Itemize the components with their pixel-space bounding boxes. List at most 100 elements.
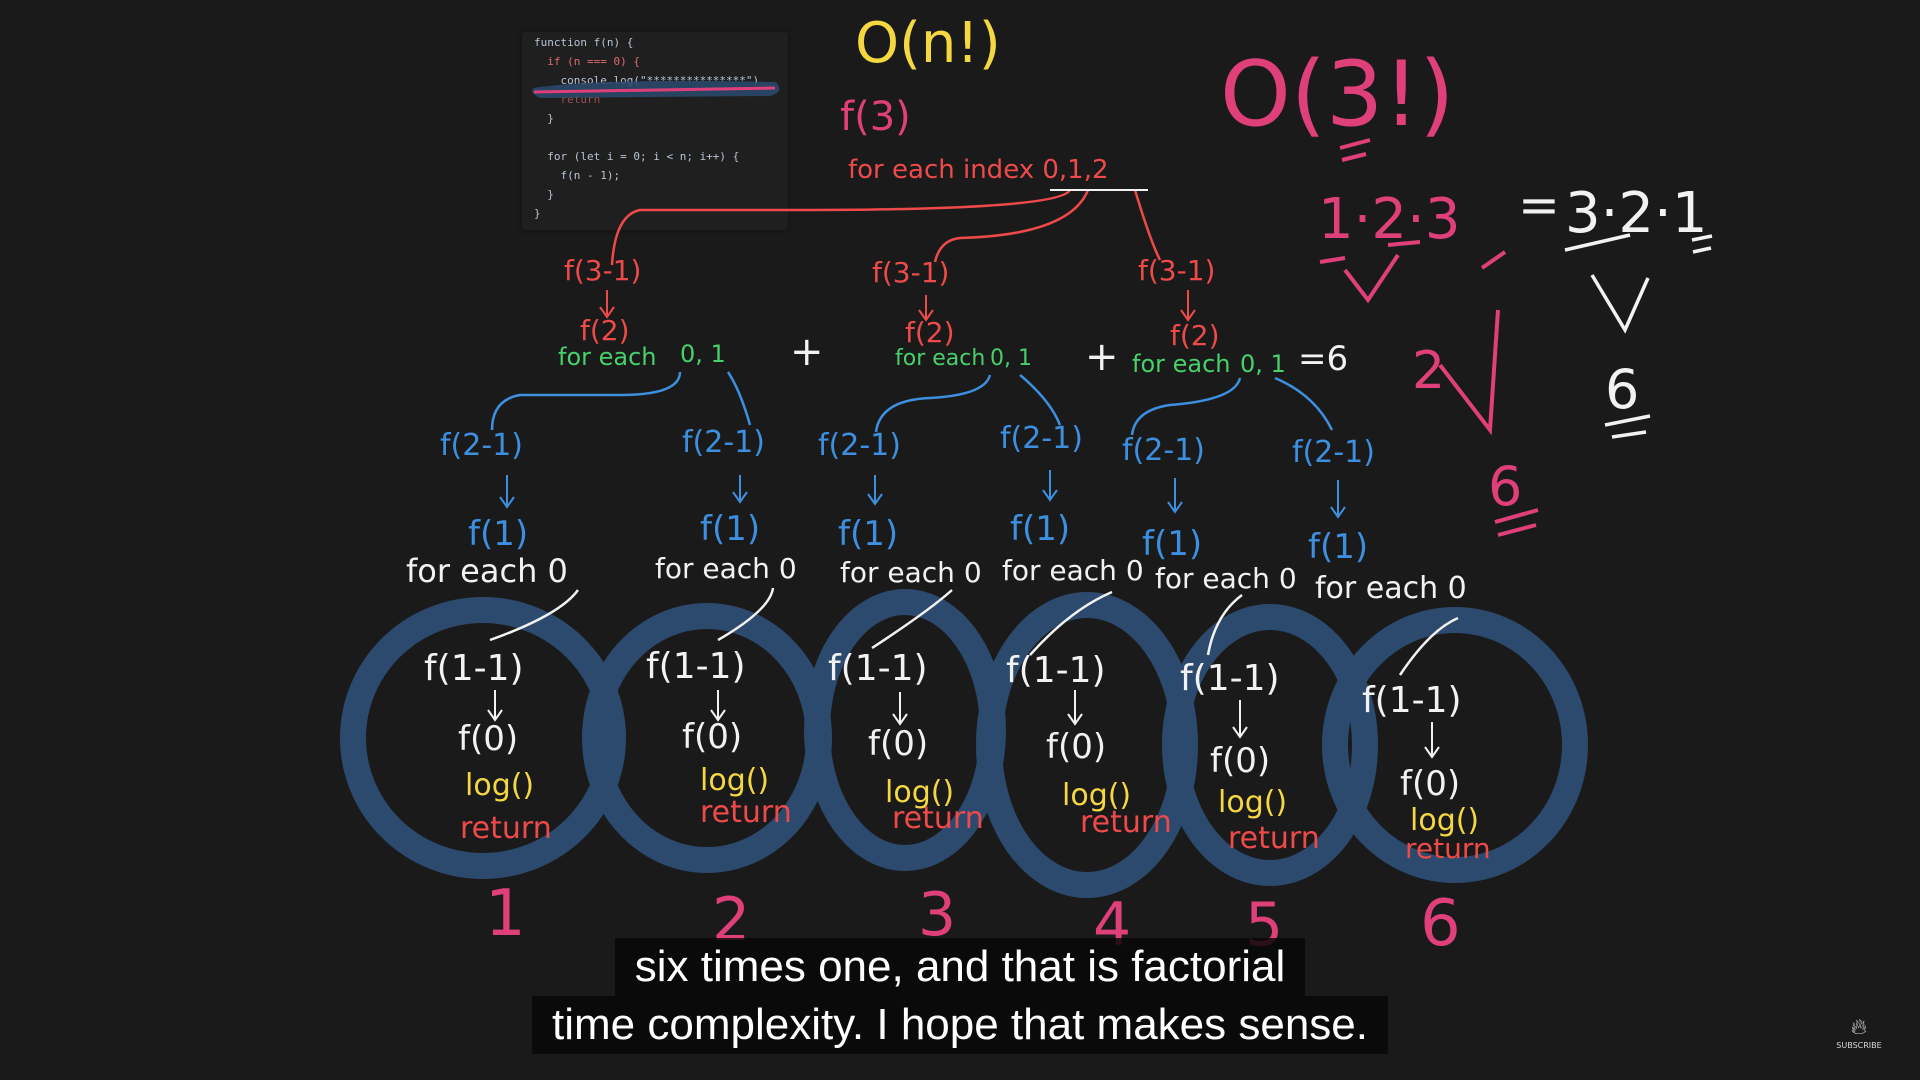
connector bbox=[1206, 593, 1243, 656]
level3-call: f(1-1) bbox=[1180, 658, 1280, 699]
connector bbox=[726, 371, 752, 426]
level2-call: f(2-1) bbox=[1122, 433, 1205, 468]
underline-mark bbox=[1319, 256, 1346, 264]
arrow-down-icon bbox=[918, 295, 934, 322]
level3-arrows bbox=[487, 690, 1440, 759]
level2-call: f(2-1) bbox=[440, 428, 523, 463]
double-underline bbox=[1339, 138, 1371, 162]
level2-loop: for each 0 bbox=[840, 556, 982, 589]
level2-sub: f(1) bbox=[1308, 527, 1368, 567]
level2-sub: f(1) bbox=[700, 509, 760, 549]
double-underline bbox=[1604, 414, 1651, 439]
connector bbox=[610, 189, 1072, 266]
connector bbox=[1029, 590, 1113, 656]
complexity-label: O(n!) bbox=[855, 11, 1001, 76]
connector bbox=[1130, 377, 1242, 436]
root-call-label: f(3) bbox=[840, 94, 911, 140]
level3-log: log() bbox=[1218, 785, 1287, 820]
level2-sub: f(1) bbox=[1142, 524, 1202, 564]
equals-six-label: =6 bbox=[1298, 339, 1348, 379]
connector bbox=[874, 374, 992, 433]
level3-sub: f(0) bbox=[1400, 764, 1460, 804]
leaf-group-4: f(1-1) f(0) log() return bbox=[1006, 650, 1172, 840]
level3-return: return bbox=[700, 795, 792, 830]
code-line: if (n === 0) { bbox=[534, 55, 640, 68]
level1-connectors bbox=[490, 371, 1334, 436]
arrow-down-icon bbox=[1232, 700, 1248, 739]
leaf-group-6: f(1-1) f(0) log() return bbox=[1362, 680, 1491, 865]
level2-call: f(2-1) bbox=[682, 425, 765, 460]
code-underline bbox=[533, 86, 776, 94]
level1-indices: 0, 1 bbox=[990, 346, 1032, 371]
level3-log: log() bbox=[1062, 778, 1131, 813]
level1-sub: f(2) bbox=[580, 314, 630, 347]
plus-sign: + bbox=[790, 329, 824, 375]
result-six-label: 6 bbox=[1605, 358, 1639, 421]
code-line: function f(n) { bbox=[534, 36, 634, 49]
level3-log: log() bbox=[1410, 803, 1479, 838]
double-underline bbox=[1494, 508, 1539, 537]
level1-loop: for each bbox=[1132, 350, 1231, 378]
leaf-group-2: f(1-1) f(0) log() return bbox=[646, 646, 792, 830]
arrow-down-icon bbox=[1042, 470, 1058, 502]
level3-log: log() bbox=[465, 768, 534, 803]
level3-log: log() bbox=[700, 763, 769, 798]
arrow-down-icon bbox=[487, 690, 503, 722]
fire-icon: 🔥︎ bbox=[1850, 1015, 1868, 1040]
underline-mark bbox=[1564, 233, 1631, 252]
arrow-down-icon bbox=[1424, 722, 1440, 759]
double-underline bbox=[1691, 234, 1713, 254]
level2-sub: f(1) bbox=[1010, 509, 1070, 549]
level1-loop: for each bbox=[895, 346, 985, 371]
level2-sub: f(1) bbox=[838, 514, 898, 554]
connector bbox=[1019, 374, 1062, 426]
level1-call: f(3-1) bbox=[564, 254, 641, 287]
check-icon bbox=[1590, 274, 1650, 334]
arrow-down-icon bbox=[867, 475, 883, 506]
connector bbox=[490, 371, 682, 431]
level1-indices: 0, 1 bbox=[680, 340, 726, 368]
level1-sub: f(2) bbox=[1170, 319, 1220, 352]
arrow-down-icon bbox=[599, 290, 615, 319]
circle-1 bbox=[340, 597, 626, 879]
level2-sub: f(1) bbox=[468, 514, 528, 554]
level3-return: return bbox=[460, 811, 552, 846]
circle-5 bbox=[1162, 604, 1378, 886]
connector bbox=[871, 589, 953, 650]
code-snippet-panel: function f(n) { if (n === 0) { console.l… bbox=[522, 32, 788, 230]
level2-call: f(2-1) bbox=[1292, 435, 1375, 470]
subscribe-label: SUBSCRIBE bbox=[1836, 1041, 1882, 1050]
arrow-down-icon bbox=[892, 692, 908, 726]
level3-return: return bbox=[1228, 821, 1320, 856]
level3-sub: f(0) bbox=[868, 724, 928, 764]
level2-loop: for each 0 bbox=[1315, 571, 1467, 606]
product-left-label: 1·2·3 bbox=[1318, 187, 1461, 252]
level3-return: return bbox=[892, 801, 984, 836]
connector bbox=[1133, 189, 1162, 261]
check-icon bbox=[1343, 253, 1400, 304]
caption-line-2: time complexity. I hope that makes sense… bbox=[532, 996, 1388, 1054]
level3-call: f(1-1) bbox=[828, 648, 928, 689]
side-six-label: 6 bbox=[1488, 455, 1522, 518]
subscribe-badge[interactable]: 🔥︎ SUBSCRIBE bbox=[1836, 1015, 1882, 1050]
level1-indices: 0, 1 bbox=[1240, 350, 1286, 378]
leaf-group-1: f(1-1) f(0) log() return bbox=[424, 648, 552, 846]
arrow-down-icon bbox=[1167, 478, 1183, 514]
caption-line-1: six times one, and that is factorial bbox=[614, 938, 1306, 996]
level2-connectors bbox=[489, 587, 1459, 676]
level3-call: f(1-1) bbox=[646, 646, 746, 687]
level3-sub: f(0) bbox=[682, 717, 742, 757]
big-o-three-label: O(3!) bbox=[1220, 42, 1454, 147]
caption-box: six times one, and that is factorial tim… bbox=[0, 938, 1920, 1054]
level3-call: f(1-1) bbox=[1006, 650, 1106, 691]
connector bbox=[933, 189, 1090, 263]
level3-sub: f(0) bbox=[1210, 741, 1270, 781]
level3-call: f(1-1) bbox=[1362, 680, 1462, 721]
count-6: 6 bbox=[1420, 887, 1461, 961]
level2-call: f(2-1) bbox=[818, 428, 901, 463]
arrow-down-icon bbox=[1180, 290, 1196, 322]
level1-sub: f(2) bbox=[905, 316, 955, 349]
level3-return: return bbox=[1405, 832, 1491, 865]
